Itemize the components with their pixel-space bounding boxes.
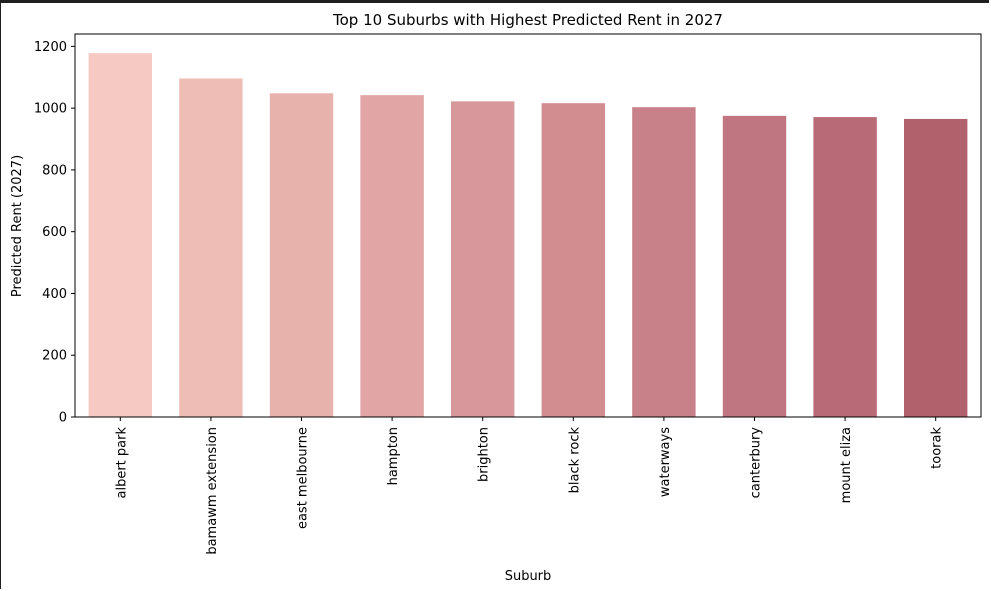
bars-group — [88, 53, 968, 418]
plot-area-border — [74, 33, 982, 418]
y-tick-label: 1000 — [34, 102, 67, 117]
x-tick-label: canterbury — [749, 427, 764, 499]
y-axis-label: Predicted Rent (2027) — [10, 155, 25, 297]
bar — [88, 53, 153, 418]
x-tick-label: mount eliza — [839, 427, 854, 503]
bar — [450, 101, 515, 418]
x-tick-label: brighton — [477, 427, 492, 482]
bar — [903, 118, 968, 417]
bar — [360, 95, 424, 418]
x-tick-label: hampton — [386, 427, 401, 485]
bar — [269, 93, 334, 417]
x-axis-label: Suburb — [505, 569, 552, 584]
y-tick-label: 800 — [42, 163, 67, 178]
bar — [813, 117, 877, 417]
bar — [541, 103, 606, 417]
x-axis: albert park bamawm extension east melbourn… — [114, 417, 945, 555]
x-tick-label: waterways — [658, 427, 673, 497]
bar — [179, 78, 243, 417]
x-tick-label: black rock — [567, 427, 582, 494]
y-tick-label: 0 — [59, 411, 67, 426]
chart-title: Top 10 Suburbs with Highest Predicted Re… — [332, 11, 723, 29]
y-tick-label: 400 — [42, 287, 67, 302]
y-axis: 0 200 400 600 800 1000 1200 — [34, 40, 75, 426]
x-tick-label: toorak — [930, 427, 945, 469]
x-tick-label: albert park — [114, 427, 129, 499]
bar — [632, 107, 696, 417]
y-tick-label: 1200 — [34, 40, 67, 55]
y-tick-label: 600 — [42, 225, 67, 240]
x-tick-label: bamawm extension — [205, 427, 220, 555]
x-tick-label: east melbourne — [296, 427, 311, 529]
y-tick-label: 200 — [42, 349, 67, 364]
bar — [722, 115, 787, 418]
